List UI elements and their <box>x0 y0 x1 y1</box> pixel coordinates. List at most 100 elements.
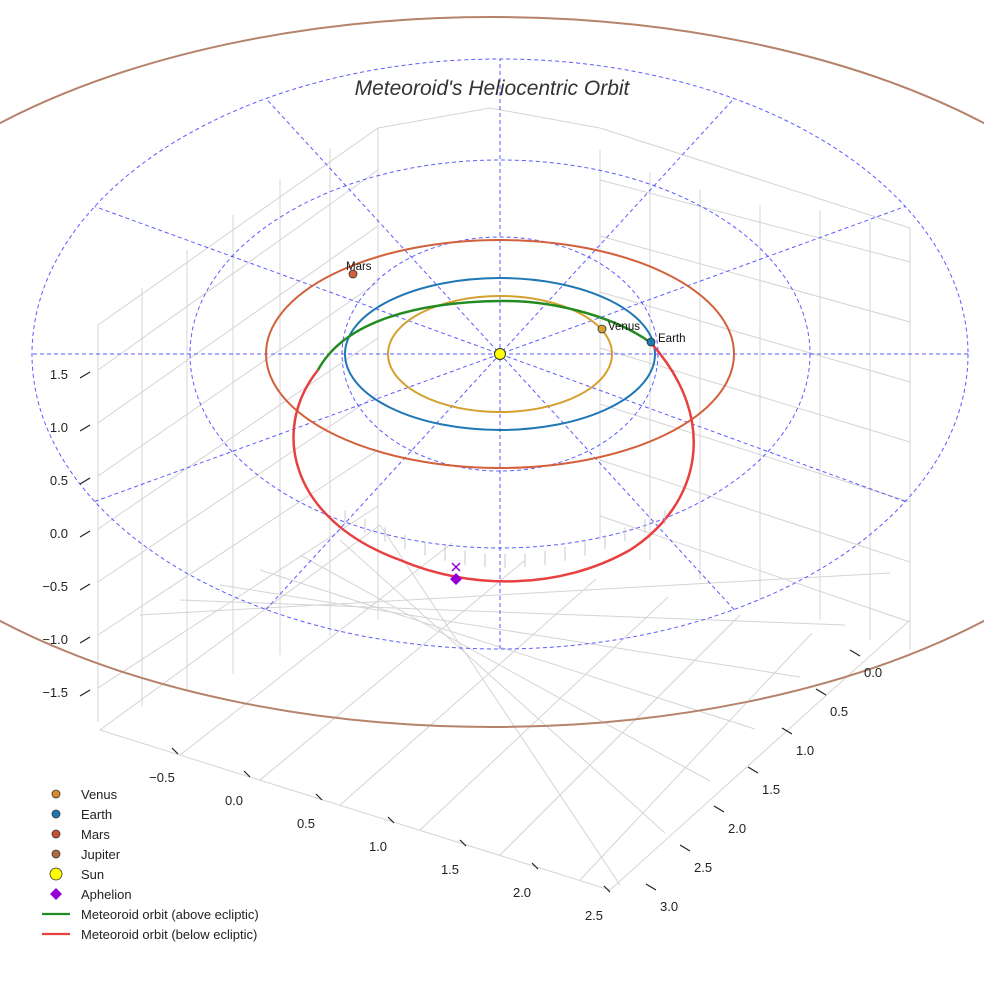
y-tick-mark <box>315 793 323 801</box>
y-tick-mark <box>459 839 467 847</box>
x-tick-mark <box>781 727 793 735</box>
grid-hline-left-3 <box>97 337 379 530</box>
grid-floor-b-2 <box>299 554 711 782</box>
axis-ticks: 1.5 1.0 0.5 0.0 −0.5 −1.0 −1.5 0.0 0.5 1.0 1.5 2.0 2… <box>42 367 882 923</box>
legend-earth-marker <box>51 809 61 819</box>
grid-floor-a-4 <box>419 596 669 831</box>
y-tick-label: 1.0 <box>369 839 387 854</box>
grid-floor-b-0 <box>379 524 621 886</box>
z-tick-mark <box>79 371 91 379</box>
legend-sun-label: Sun <box>81 867 104 882</box>
grid-floor-a-5 <box>499 614 741 856</box>
legend-aphelion-label: Aphelion <box>81 887 132 902</box>
z-tick-mark <box>79 636 91 644</box>
x-tick-label: 0.0 <box>864 665 882 680</box>
venus-orbit <box>387 295 613 413</box>
grid-hline-right-0 <box>599 179 911 263</box>
grid-hline-left-6 <box>97 505 379 689</box>
z-tick-label: −1.0 <box>42 632 68 647</box>
sun-marker <box>494 348 506 360</box>
grid-hline-left-0 <box>97 169 379 371</box>
grid-floor-a-0 <box>99 524 381 731</box>
grid-hline-left-4 <box>97 393 379 583</box>
grid-floor-b-6 <box>139 572 891 616</box>
grid-hline-right-1 <box>599 235 911 323</box>
legend-earth-label: Earth <box>81 807 112 822</box>
z-tick-label: 1.5 <box>50 367 68 382</box>
mars-orbit <box>265 239 735 469</box>
earth-marker <box>646 337 656 347</box>
grid-hline-left-2 <box>97 281 379 477</box>
ecliptic-spoke-5 <box>94 206 906 502</box>
y-tick-label: 0.5 <box>297 816 315 831</box>
grid-hline-right-5 <box>599 459 911 563</box>
grid-floor-a-1 <box>179 542 453 756</box>
y-tick-mark <box>243 770 251 778</box>
y-tick-mark <box>603 885 611 893</box>
venus-marker <box>597 324 607 334</box>
grid-floor-b-3 <box>259 569 756 730</box>
meteoroid-orbit-above <box>316 299 652 371</box>
chart-title: Meteoroid's Heliocentric Orbit <box>355 77 631 100</box>
z-tick-label: 1.0 <box>50 420 68 435</box>
grid-hline-right-2 <box>599 291 911 383</box>
legend-venus-marker <box>51 789 61 799</box>
gridlines <box>97 107 911 891</box>
x-tick-label: 1.5 <box>762 782 780 797</box>
mars-marker <box>348 269 358 279</box>
meteoroid-orbit <box>292 299 695 583</box>
y-tick-label: 0.0 <box>225 793 243 808</box>
ecliptic-grid <box>31 58 969 650</box>
ecliptic-spoke-1 <box>94 206 906 502</box>
x-tick-label: 3.0 <box>660 899 678 914</box>
legend-aphelion-marker <box>50 888 62 900</box>
markers: Venus Earth Mars <box>346 261 686 585</box>
y-tick-label: 1.5 <box>441 862 459 877</box>
z-tick-label: 0.0 <box>50 526 68 541</box>
venus-label: Venus <box>608 321 640 333</box>
legend-jupiter-marker <box>51 849 61 859</box>
y-tick-mark <box>531 862 539 870</box>
x-tick-label: 2.0 <box>728 821 746 836</box>
aphelion-projection-x <box>451 562 461 572</box>
jupiter-orbit <box>0 16 984 728</box>
grid-floor-b-4 <box>219 584 801 678</box>
x-tick-label: 1.0 <box>796 743 814 758</box>
x-tick-mark <box>713 805 725 813</box>
legend-venus-label: Venus <box>81 787 118 802</box>
legend-jupiter-label: Jupiter <box>81 847 121 862</box>
z-tick-mark <box>79 689 91 697</box>
meteoroid-orbit-below <box>292 342 695 583</box>
z-tick-mark <box>79 424 91 432</box>
z-tick-label: −1.5 <box>42 685 68 700</box>
grid-floor-edge <box>99 619 911 891</box>
grid-hline-left-1 <box>97 225 379 424</box>
grid-floor-a-3 <box>339 578 597 806</box>
aphelion-marker <box>450 573 462 585</box>
z-tick-mark <box>79 583 91 591</box>
x-tick-mark <box>849 649 861 657</box>
grid-floor-b-5 <box>179 599 846 626</box>
x-tick-mark <box>679 844 691 852</box>
grid-floor-b-1 <box>339 539 666 834</box>
grid-hline-right-3 <box>599 347 911 443</box>
x-tick-label: 0.5 <box>830 704 848 719</box>
z-tick-mark <box>79 477 91 485</box>
legend: Venus Earth Mars Jupiter Sun Aphelion Meteoroi… <box>42 787 259 942</box>
x-tick-label: 2.5 <box>694 860 712 875</box>
legend-meteoroid-orbit-above-ecliptic-label: Meteoroid orbit (above ecliptic) <box>81 907 259 922</box>
mars-label: Mars <box>346 261 372 273</box>
x-tick-mark <box>645 883 657 891</box>
y-tick-mark <box>387 816 395 824</box>
y-tick-label: 2.5 <box>585 908 603 923</box>
earth-label: Earth <box>658 333 686 345</box>
grid-floor-a-6 <box>579 632 813 881</box>
earth-orbit <box>344 277 656 431</box>
x-tick-mark <box>747 766 759 774</box>
legend-mars-label: Mars <box>81 827 110 842</box>
grid-floor-a-2 <box>259 560 525 781</box>
y-tick-mark <box>171 747 179 755</box>
legend-sun-marker <box>49 867 63 881</box>
legend-meteoroid-orbit-below-ecliptic-label: Meteoroid orbit (below ecliptic) <box>81 927 257 942</box>
